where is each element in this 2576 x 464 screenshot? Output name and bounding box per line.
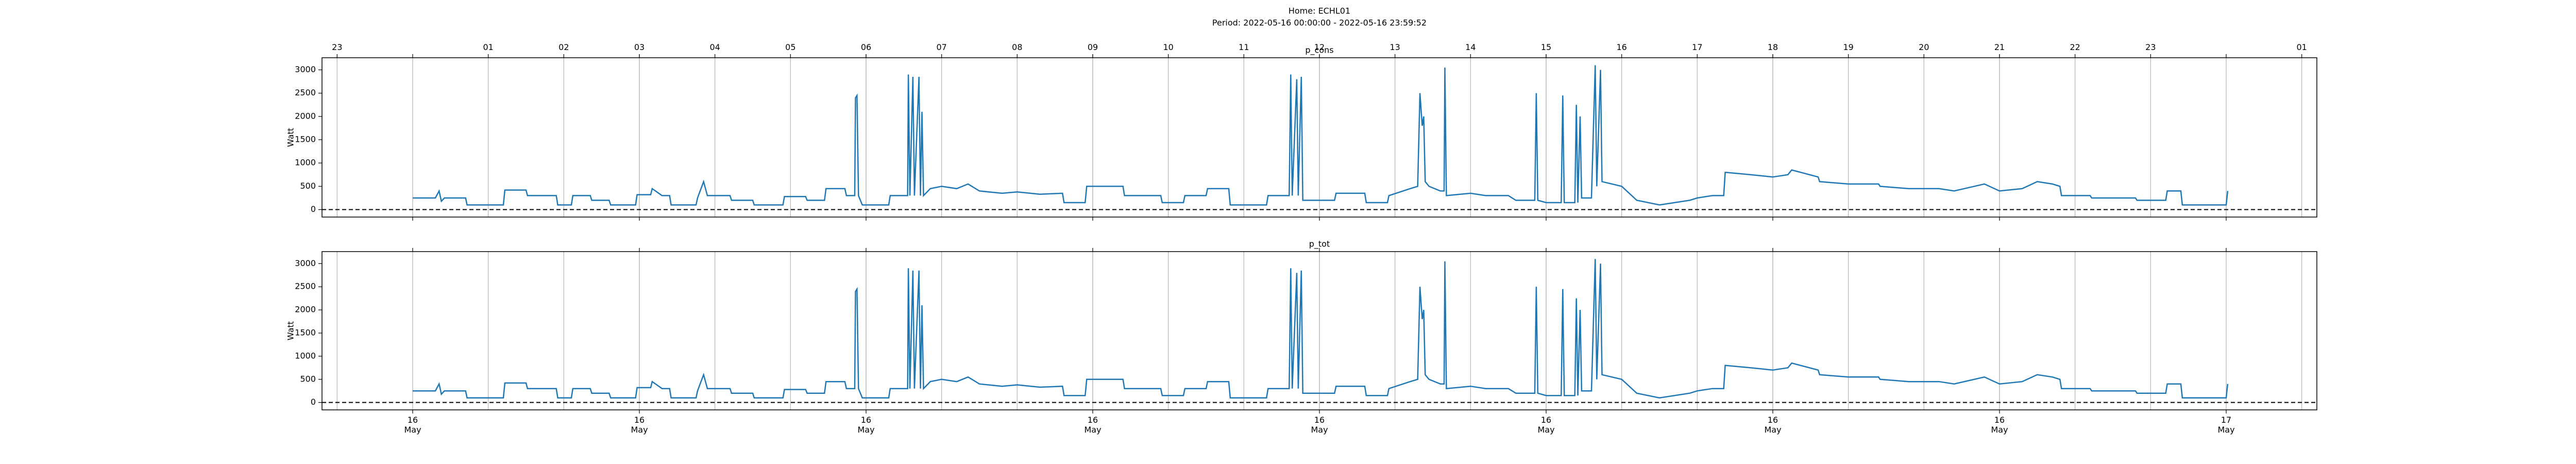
- y-tick-label: 0: [311, 204, 316, 214]
- x2-tick-label: 12: [1314, 42, 1325, 52]
- x2-tick-label: 06: [860, 42, 872, 52]
- x2-tick-label: 13: [1389, 42, 1400, 52]
- x2-tick-label: 01: [483, 42, 494, 52]
- x-tick-label: 16 May: [1311, 415, 1328, 435]
- x2-tick-label: 04: [709, 42, 720, 52]
- figure-subtitle: Period: 2022-05-16 00:00:00 - 2022-05-16…: [1212, 18, 1427, 28]
- x2-tick-label: 21: [1994, 42, 2005, 52]
- x-tick-label: 16 May: [631, 415, 648, 435]
- data-line: [413, 259, 2229, 399]
- y-tick-label: 2000: [295, 111, 316, 121]
- x2-tick-label: 05: [785, 42, 796, 52]
- x2-tick-label: 08: [1012, 42, 1023, 52]
- y-tick-label: 1000: [295, 351, 316, 360]
- y-axis-label: Watt: [286, 128, 296, 147]
- x2-tick-label: 18: [1767, 42, 1778, 52]
- x2-tick-label: 09: [1087, 42, 1098, 52]
- x2-tick-label: 19: [1843, 42, 1854, 52]
- y-tick-label: 1000: [295, 158, 316, 168]
- x2-tick-label: 03: [634, 42, 645, 52]
- x2-tick-label: 01: [2296, 42, 2307, 52]
- x2-tick-label: 16: [1616, 42, 1627, 52]
- x-tick-label: 16 May: [1764, 415, 1782, 435]
- x2-tick-label: 02: [558, 42, 569, 52]
- y-axis-label: Watt: [286, 321, 296, 340]
- x2-tick-label: 17: [1692, 42, 1703, 52]
- y-tick-label: 1500: [295, 327, 316, 337]
- x2-tick-label: 11: [1239, 42, 1249, 52]
- x2-tick-label: 15: [1540, 42, 1552, 52]
- panel-title: p_cons: [1305, 45, 1333, 56]
- y-tick-label: 2500: [295, 88, 316, 97]
- y-tick-label: 0: [311, 397, 316, 407]
- x-tick-label: 16 May: [857, 415, 875, 435]
- y-tick-label: 500: [300, 374, 316, 384]
- data-line: [413, 65, 2229, 206]
- x-tick-label: 16 May: [404, 415, 421, 435]
- x-tick-label: 16 May: [1084, 415, 1101, 435]
- y-tick-label: 3000: [295, 258, 316, 268]
- x2-tick-label: 23: [332, 42, 343, 52]
- x-tick-label: 16 May: [1991, 415, 2008, 435]
- x2-tick-label: 07: [936, 42, 947, 52]
- x2-tick-label: 20: [1919, 42, 1929, 52]
- y-tick-label: 500: [300, 181, 316, 191]
- panel-title: p_tot: [1309, 239, 1330, 250]
- x-tick-label: 17 May: [2217, 415, 2235, 435]
- figure-title: Home: ECHL01: [1289, 6, 1350, 16]
- y-tick-label: 2500: [295, 281, 316, 291]
- y-tick-label: 2000: [295, 305, 316, 314]
- x2-tick-label: 10: [1163, 42, 1174, 52]
- axes-frame: [321, 57, 2317, 218]
- x-tick-label: 16 May: [1537, 415, 1555, 435]
- x2-tick-label: 23: [2145, 42, 2156, 52]
- y-tick-label: 3000: [295, 64, 316, 74]
- x2-tick-label: 14: [1465, 42, 1476, 52]
- x2-tick-label: 22: [2070, 42, 2080, 52]
- y-tick-label: 1500: [295, 135, 316, 144]
- axes-frame: [321, 251, 2317, 410]
